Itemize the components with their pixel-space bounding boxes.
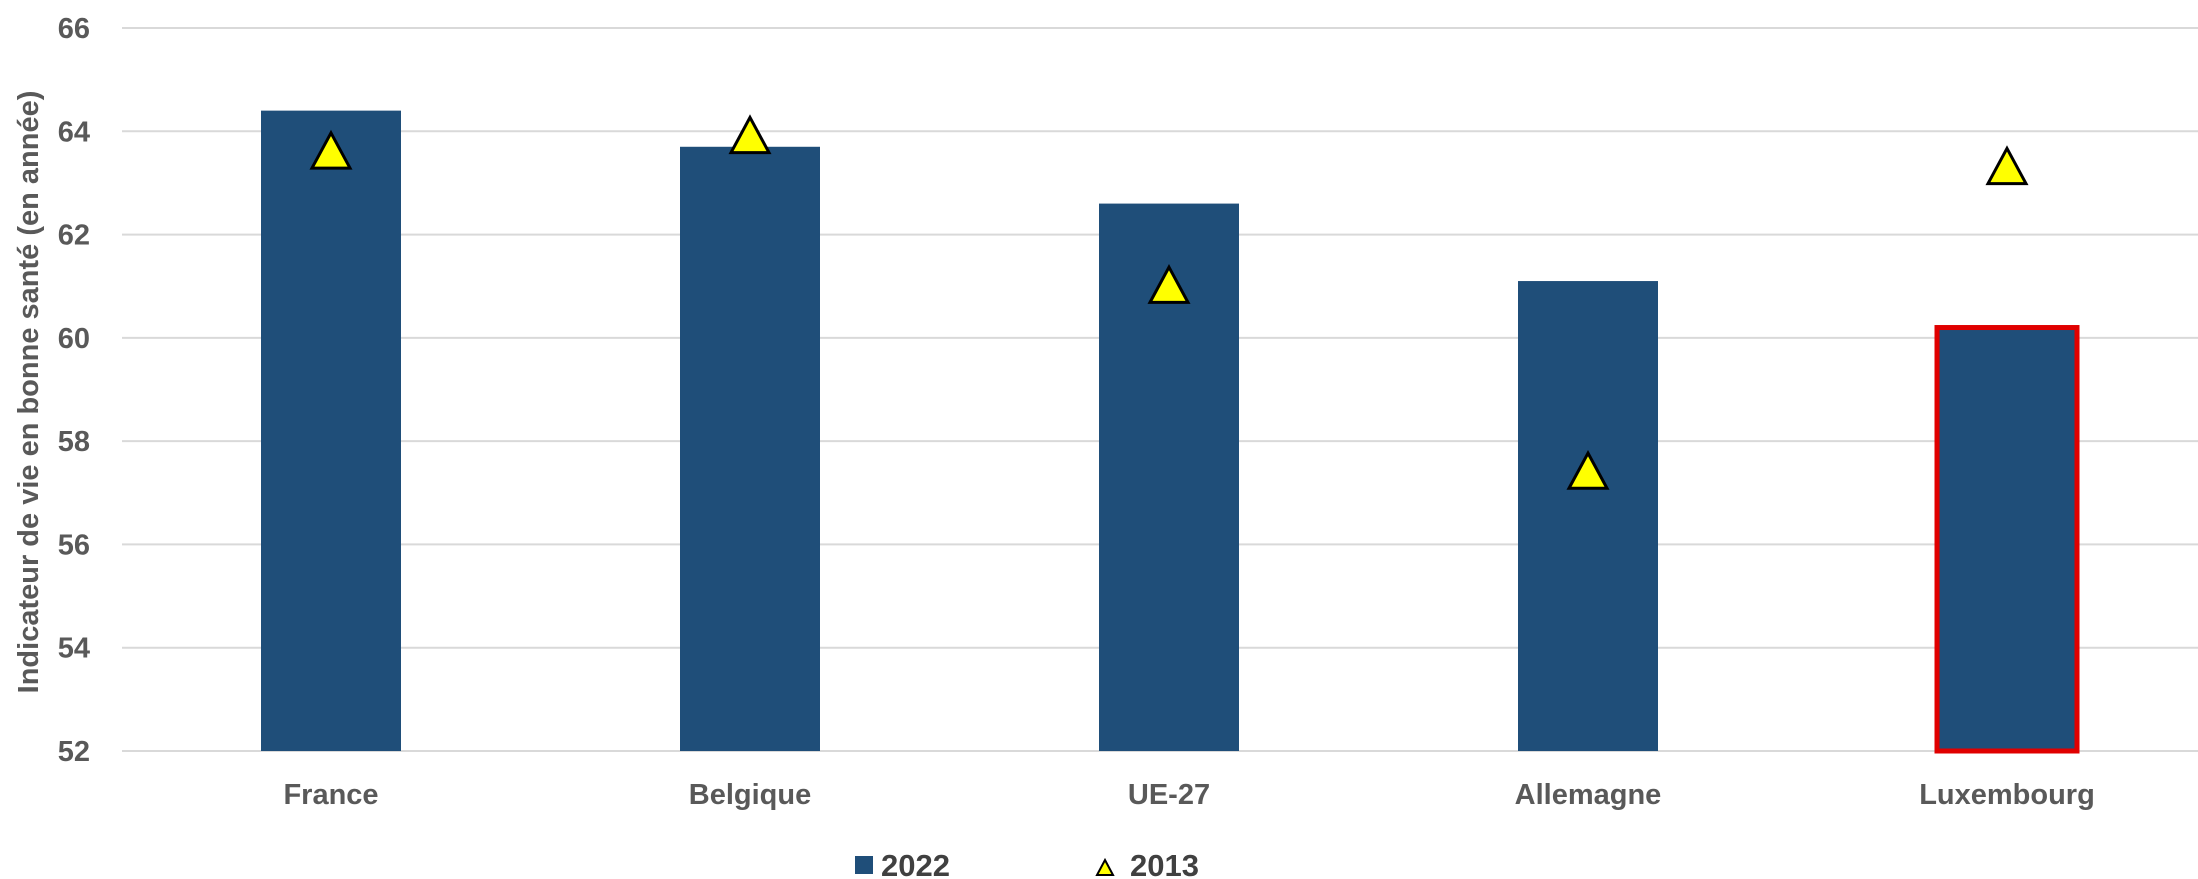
x-tick-label: UE-27 <box>1128 779 1210 811</box>
bar-france <box>261 110 401 752</box>
legend-label-2022: 2022 <box>881 848 950 879</box>
legend: 2022 2013 <box>855 848 1199 879</box>
marker-2013-ue-27 <box>1147 264 1191 304</box>
y-tick-label: 52 <box>58 736 90 768</box>
bar-allemagne <box>1518 281 1658 751</box>
y-tick-label: 64 <box>58 116 90 148</box>
y-tick-label: 62 <box>58 220 90 252</box>
x-tick-label: Luxembourg <box>1919 779 2095 811</box>
y-axis-ticks: 52 54 56 58 60 62 64 66 <box>58 13 90 768</box>
y-tick-label: 58 <box>58 426 90 458</box>
bars <box>261 110 2080 754</box>
marker-2013-france <box>309 129 353 170</box>
y-tick-label: 56 <box>58 529 90 561</box>
x-axis-ticks: France Belgique UE-27 Allemagne Luxembourg <box>283 779 2094 811</box>
legend-marker-2013 <box>1095 857 1115 876</box>
markers <box>309 114 2029 490</box>
y-tick-label: 60 <box>58 323 90 355</box>
x-tick-label: France <box>283 779 378 811</box>
y-axis-label: Indicateur de vie en bonne santé (en ann… <box>13 91 45 694</box>
legend-label-2013: 2013 <box>1130 848 1199 879</box>
y-tick-label: 54 <box>58 633 90 665</box>
x-tick-label: Belgique <box>689 779 811 811</box>
marker-2013-belgique <box>728 114 772 155</box>
y-tick-label: 66 <box>58 13 90 45</box>
bar-belgique <box>680 146 820 751</box>
marker-2013-allemagne <box>1566 449 1610 490</box>
marker-2013-luxembourg <box>1985 145 2029 186</box>
legend-swatch-2022 <box>855 856 873 874</box>
bar-luxembourg <box>1934 325 2080 754</box>
x-tick-label: Allemagne <box>1515 779 1662 811</box>
